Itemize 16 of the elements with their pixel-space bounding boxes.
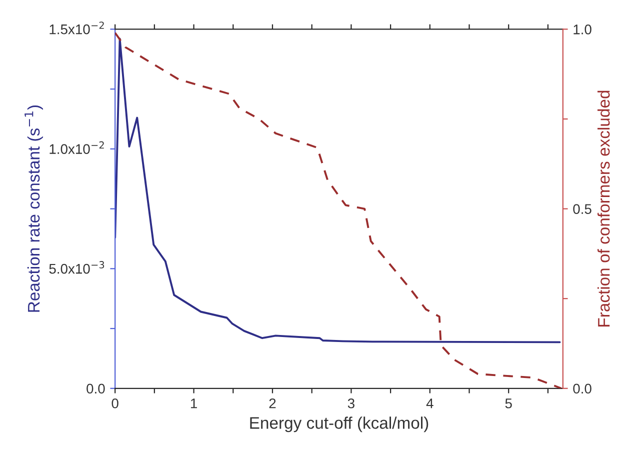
x-tick-label: 4 bbox=[426, 398, 434, 408]
y2-tick-label: 0.5 bbox=[573, 204, 592, 214]
x-tick-label: 2 bbox=[269, 398, 276, 408]
x-tick-label: 1 bbox=[190, 398, 197, 408]
y-tick-label: 0.0 bbox=[86, 384, 105, 394]
y-axis-title: Reaction rate constant (s$^{−1}$) bbox=[24, 106, 43, 312]
y-tick-label: 1.0x10$^{−2}$ bbox=[50, 141, 104, 154]
x-tick-label: 3 bbox=[348, 398, 354, 408]
y2-tick-label: 1.0 bbox=[574, 24, 592, 34]
y2-axis-title: Fraction of conformers excluded bbox=[597, 90, 610, 326]
x-tick-label: 5 bbox=[505, 398, 512, 408]
y-tick-label: 5.0x10$^{−3}$ bbox=[49, 261, 104, 274]
x-tick-label: 0 bbox=[112, 398, 118, 408]
y2-tick-label: 0.0 bbox=[573, 384, 592, 394]
y-tick-label: 1.5x10$^{−2}$ bbox=[50, 22, 104, 34]
x-axis-title: Energy cut-off (kcal/mol) bbox=[250, 416, 428, 432]
